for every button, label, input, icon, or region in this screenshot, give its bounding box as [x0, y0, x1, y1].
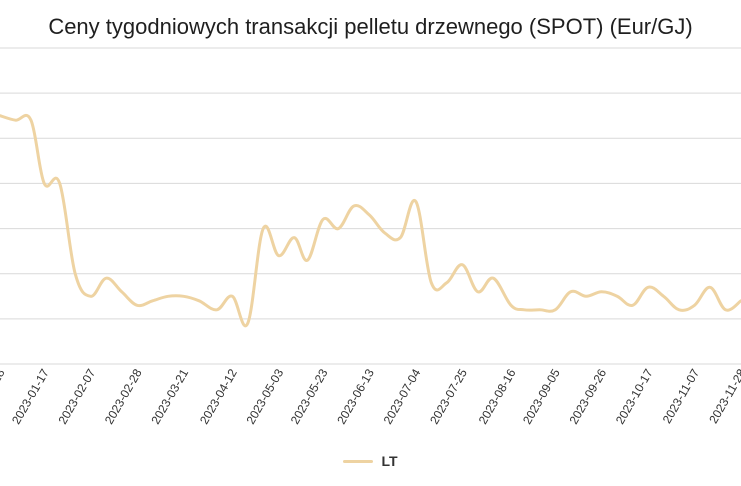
x-tick-label: 2023-09-26	[566, 366, 609, 426]
x-tick-label: 2023-11-07	[660, 366, 703, 426]
x-tick-label: 2023-04-12	[197, 366, 240, 426]
x-tick-label: 2023-02-07	[55, 366, 98, 426]
chart-title: Ceny tygodniowych transakcji pelletu drz…	[48, 14, 693, 39]
x-tick-label: 2023-03-21	[148, 366, 191, 426]
x-tick-label: 2023-09-05	[520, 366, 563, 426]
x-tick-label: 2023-08-16	[476, 366, 519, 426]
x-tick-label: 2023-01-17	[9, 366, 52, 426]
x-tick-labels: 2022-12-28 2023-01-17 2023-02-07 2023-02-28…	[0, 366, 741, 426]
x-tick-label: 2023-11-28	[706, 366, 741, 426]
x-tick-label: 2023-10-17	[613, 366, 656, 426]
series-line-lt	[0, 113, 741, 328]
x-tick-label: 2023-05-23	[288, 366, 331, 426]
x-tick-label: 2023-06-13	[334, 366, 377, 426]
x-tick-label: 2023-07-04	[381, 366, 424, 426]
x-tick-label: 2023-02-28	[102, 366, 145, 426]
x-tick-label: 2023-05-03	[243, 366, 286, 426]
x-tick-label: 2022-12-28	[0, 366, 8, 426]
legend-swatch-lt	[343, 459, 374, 463]
legend-label-lt: LT	[381, 453, 398, 469]
legend: LT	[0, 450, 741, 472]
x-tick-label: 2023-07-25	[427, 366, 470, 426]
gridlines	[0, 47, 741, 365]
